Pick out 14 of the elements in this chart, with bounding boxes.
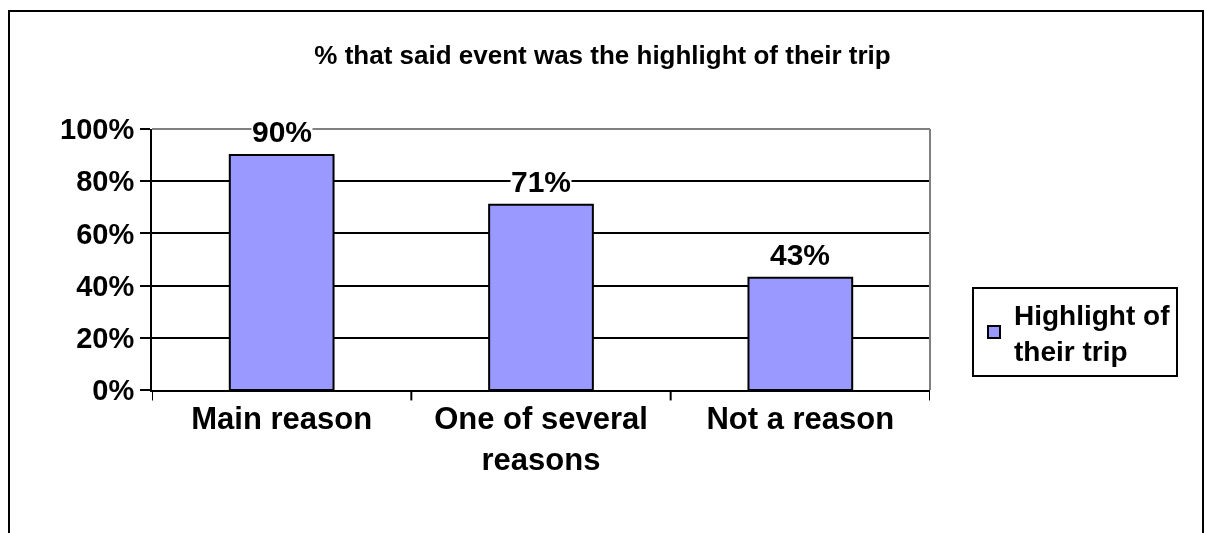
y-tick-label: 20%	[76, 321, 135, 354]
x-tick-label: Not a reason	[706, 401, 895, 437]
y-tick-label: 60%	[76, 217, 135, 250]
data-label: 43%	[770, 238, 831, 271]
x-tick-label: Main reason	[191, 401, 373, 437]
y-tick-label: 40%	[76, 269, 135, 302]
y-tick-label: 80%	[76, 165, 135, 198]
legend-label: Highlight of their trip	[1014, 299, 1171, 368]
y-tick-label: 100%	[60, 113, 135, 146]
data-label: 90%	[252, 115, 313, 148]
data-label: 71%	[511, 165, 572, 198]
y-tick-label: 0%	[92, 374, 135, 407]
x-tick-label: One of several reasons	[434, 401, 648, 477]
chart-title: % that said event was the highlight of their trip	[314, 40, 891, 71]
